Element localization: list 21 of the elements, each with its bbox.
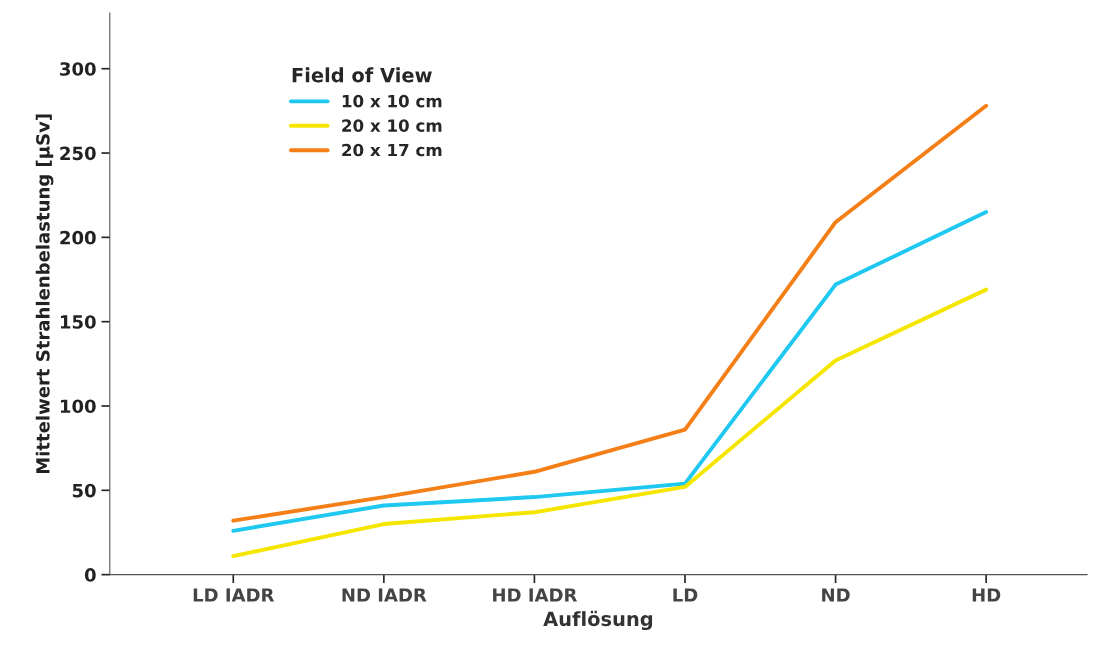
y-tick-label: 50 [72,483,96,498]
y-tick-label: 300 [60,62,96,76]
legend-title: Field of View [292,67,432,83]
y-tick-label: 0 [84,568,96,582]
x-tick-label: HD [972,588,1001,602]
y-tick-label: 200 [60,230,96,245]
line-series [231,210,989,533]
y-axis-title: Mittelwert Strahlenbelastung [µSv] [35,114,54,474]
legend-label: 10 x 10 cm [342,94,442,108]
x-tick-label: ND IADR [342,588,427,602]
x-tick-label: LD IADR [193,588,275,602]
y-tick-label: 250 [60,146,96,161]
x-tick-label: HD IADR [493,588,578,602]
legend-label: 20 x 10 cm [342,119,442,132]
x-axis-title: Auflösung [543,610,653,631]
x-tick-label: LD [673,588,698,602]
x-tick-label: ND [822,588,850,602]
line-series [231,287,989,559]
y-tick-label: 150 [60,315,96,329]
legend-label: 20 x 17 cm [342,143,442,157]
y-tick-label: 100 [60,399,96,414]
